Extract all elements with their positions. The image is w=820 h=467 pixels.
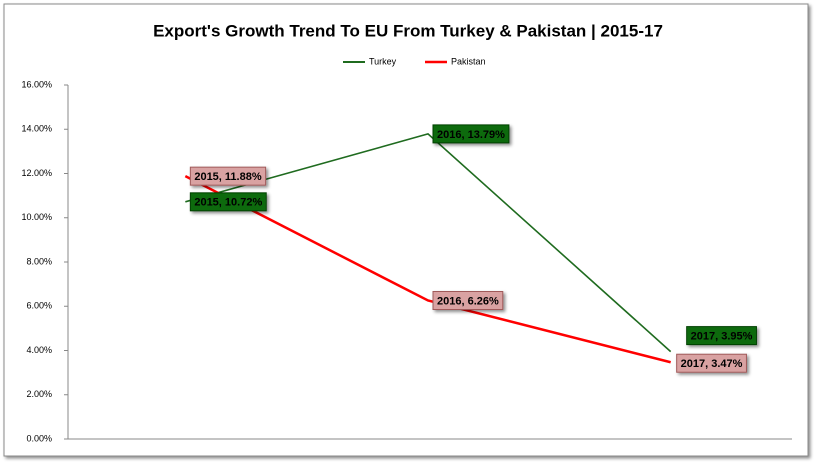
y-tick-label: 10.00% — [21, 212, 52, 222]
legend-label: Pakistan — [451, 56, 486, 66]
y-tick-label: 2.00% — [26, 389, 52, 399]
series-line — [184, 175, 671, 364]
data-label-group: 2017, 3.47% — [676, 353, 747, 373]
data-label-group: 2017, 3.95% — [686, 326, 757, 346]
data-label-box — [686, 326, 757, 346]
data-label-group: 2015, 11.88% — [189, 166, 267, 186]
data-label: 2017, 3.47% — [681, 358, 743, 370]
data-label-box — [676, 353, 747, 373]
data-label-box — [432, 290, 504, 310]
data-label: 2015, 11.88% — [194, 171, 262, 183]
data-label: 2016, 6.26% — [437, 295, 499, 307]
y-tick-label: 12.00% — [21, 168, 52, 178]
y-tick-label: 0.00% — [26, 433, 52, 443]
chart-frame — [3, 3, 809, 457]
data-label-box — [189, 166, 267, 186]
data-label-group: 2015, 10.72% — [189, 192, 267, 212]
y-tick-label: 6.00% — [26, 301, 52, 311]
legend-label: Turkey — [369, 56, 397, 66]
chart-title: Export's Growth Trend To EU From Turkey … — [153, 21, 663, 40]
y-tick-label: 14.00% — [21, 124, 52, 134]
data-label: 2016, 13.79% — [437, 129, 505, 141]
y-tick-label: 4.00% — [26, 345, 52, 355]
data-label-box — [189, 192, 267, 212]
data-label-group: 2016, 13.79% — [432, 124, 510, 144]
y-tick-label: 16.00% — [21, 79, 52, 89]
y-tick-label: 8.00% — [26, 256, 52, 266]
series-line — [185, 133, 672, 353]
data-label: 2017, 3.95% — [691, 331, 753, 343]
data-label: 2015, 10.72% — [194, 197, 262, 209]
data-label-box — [432, 124, 510, 144]
data-label-group: 2016, 6.26% — [432, 290, 504, 310]
